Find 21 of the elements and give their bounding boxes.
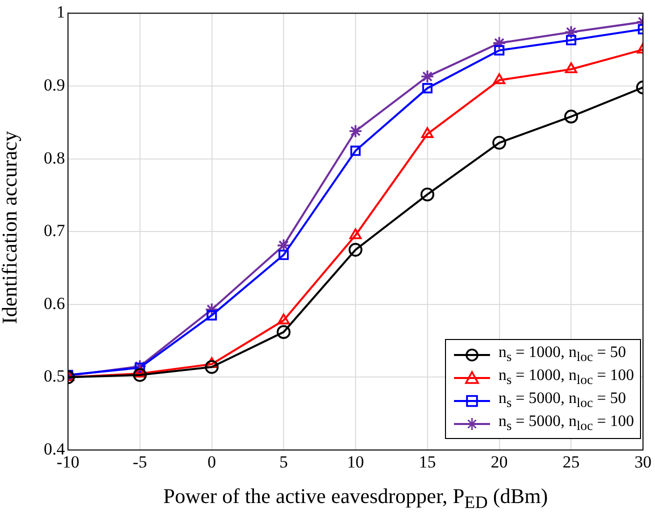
- x-tick-label: 30: [634, 452, 652, 472]
- x-tick-label: 0: [208, 452, 216, 472]
- y-tick-label: 0.8: [44, 148, 65, 168]
- x-tick-label: 25: [562, 452, 580, 472]
- y-tick-label: 0.7: [44, 221, 66, 240]
- legend-label: n$_{s}$ = 1000, n$_{loc}$ = 100: [498, 366, 634, 388]
- x-axis-title: Power of the active eavesdropper, P$_{ED}$ (dBm): [162, 484, 549, 514]
- y-tick-label: 1: [56, 2, 65, 22]
- x-tick-label: 10: [347, 452, 364, 472]
- x-tick-label: 15: [418, 452, 436, 472]
- y-tick-label: 0.9: [44, 75, 65, 94]
- legend-label: n$_{s}$ = 1000, n$_{loc}$ = 50: [498, 344, 626, 366]
- legend-label: n$_{s}$ = 5000, n$_{loc}$ = 100: [498, 412, 634, 434]
- x-tick-label: 20: [490, 452, 508, 472]
- x-tick-label: -5: [132, 452, 147, 472]
- y-axis-title: Identification accuracy: [0, 130, 22, 326]
- legend-label: n$_{s}$ = 5000, n$_{loc}$ = 50: [498, 390, 626, 412]
- y-tick-label: 0.6: [44, 294, 65, 313]
- y-tick-label: 0.5: [44, 366, 65, 386]
- x-tick-label: 5: [279, 452, 288, 472]
- y-tick-label: 0.4: [44, 439, 66, 458]
